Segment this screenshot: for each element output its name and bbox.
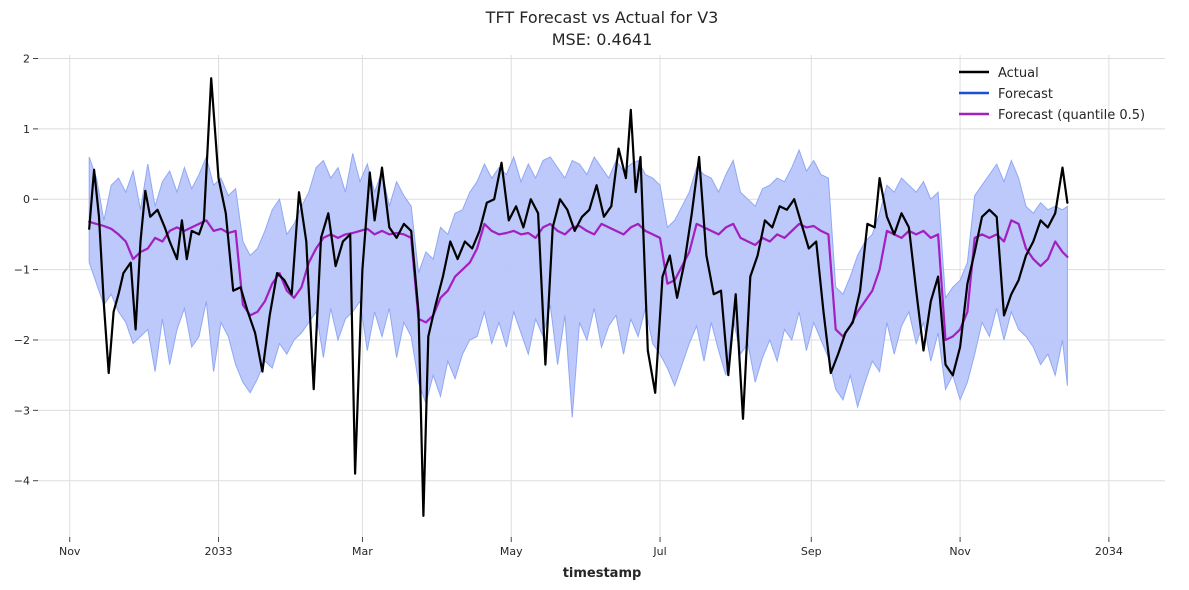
x-tick-label: Jul [652,545,666,558]
y-tick-label: −2 [14,334,30,347]
y-tick-label: −3 [14,404,30,417]
quantile-band [88,148,1068,418]
legend-label-actual: Actual [998,66,1039,81]
x-tick-label: 2034 [1095,545,1123,558]
legend-label-forecast: Forecast [998,87,1053,102]
x-axis-ticks: Nov 2033 Mar May Jul Sep Nov 2034 [59,537,1123,558]
chart-subtitle: MSE: 0.4641 [552,30,653,49]
x-tick-label: Nov [949,545,971,558]
legend: Actual Forecast Forecast (quantile 0.5) [959,66,1145,123]
y-tick-label: −1 [14,264,30,277]
x-tick-label: 2033 [205,545,233,558]
x-tick-label: Nov [59,545,81,558]
x-axis-label: timestamp [563,566,642,581]
series-line-actual [88,77,1069,518]
x-tick-label: Sep [801,545,822,558]
series-line-median [88,219,1069,342]
x-tick-label: Mar [352,545,373,558]
x-tick-label: May [500,545,523,558]
y-tick-label: 2 [23,53,30,66]
y-tick-label: 1 [23,123,30,136]
y-tick-label: 0 [23,193,30,206]
y-tick-label: −4 [14,475,30,488]
quantile-band-layer [88,148,1068,418]
chart-title: TFT Forecast vs Actual for V3 [485,8,719,27]
legend-label-median: Forecast (quantile 0.5) [998,108,1145,123]
series-layer [88,77,1069,518]
y-axis-ticks: 2 1 0 −1 −2 −3 −4 [14,53,38,488]
